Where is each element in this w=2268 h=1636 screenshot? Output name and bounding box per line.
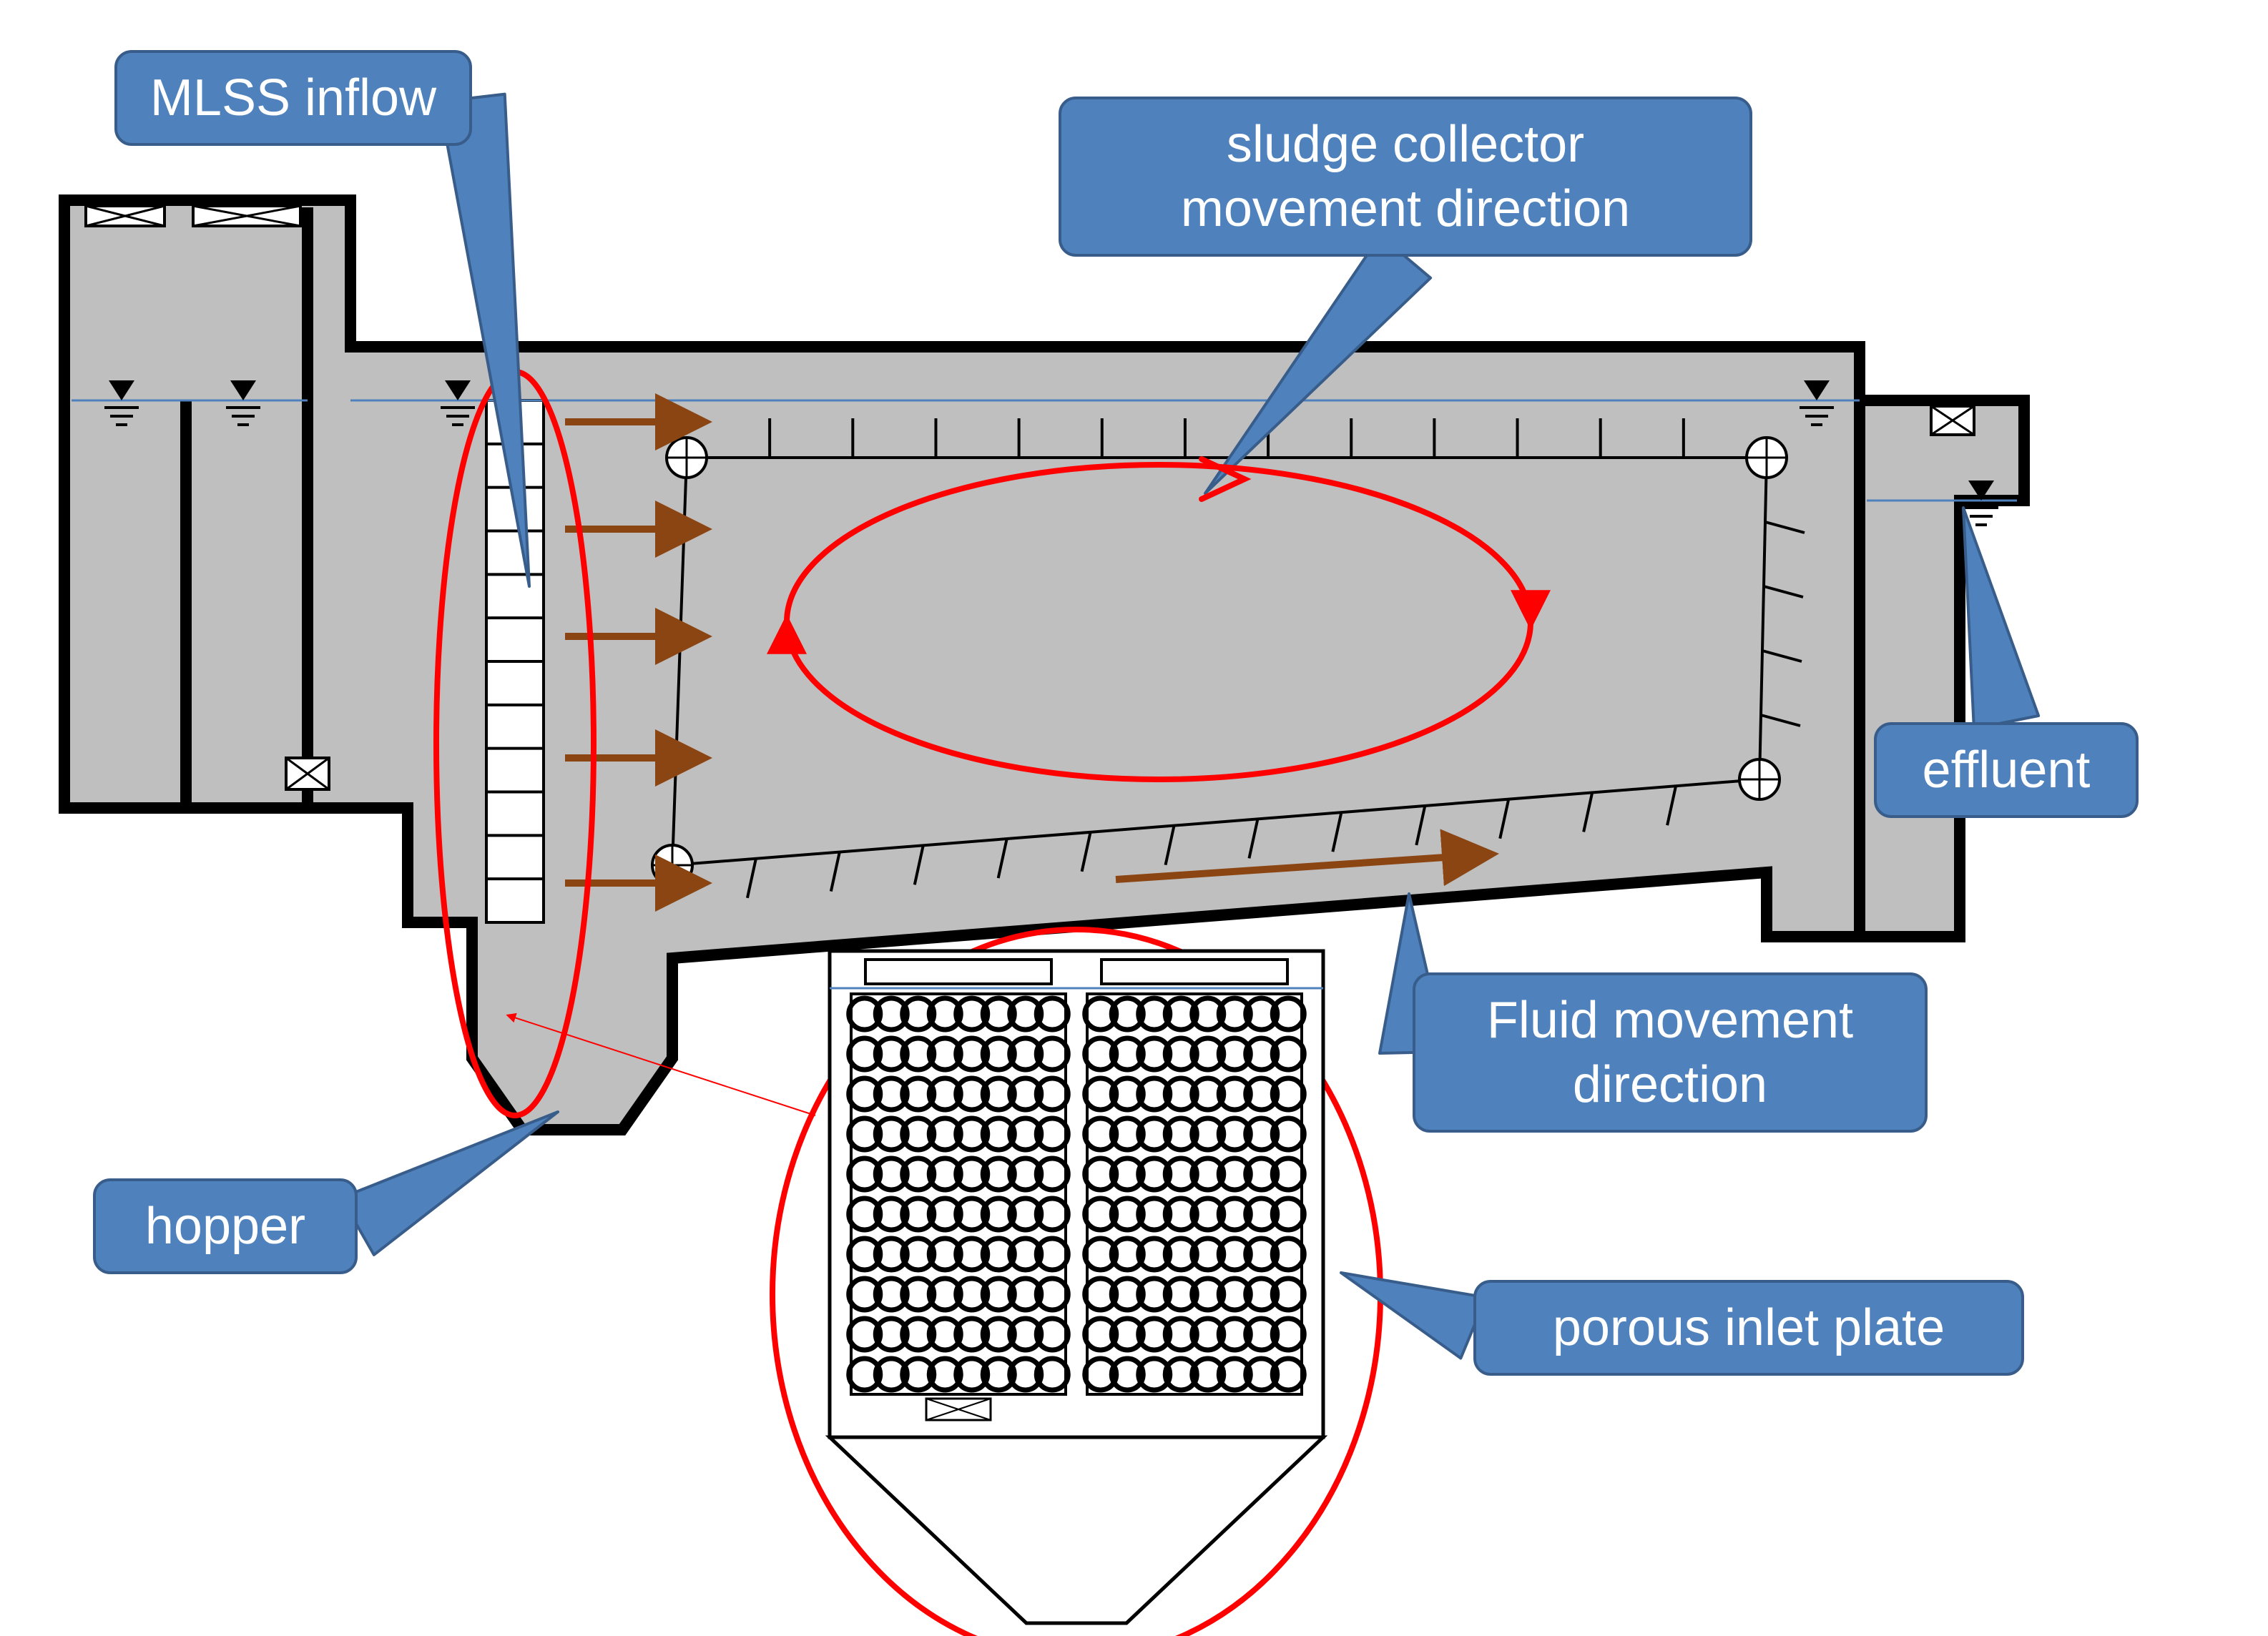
label-porous-inlet-plate: porous inlet plate (1473, 1280, 2024, 1376)
label-text: hopper (145, 1198, 305, 1255)
label-text: MLSS inflow (150, 69, 436, 127)
label-hopper: hopper (93, 1178, 358, 1274)
label-text: effluent (1923, 741, 2091, 799)
label-sludge-collector: sludge collector movement direction (1059, 97, 1752, 257)
porous-plate-detail (830, 951, 1323, 1623)
label-fluid-movement: Fluid movement direction (1413, 972, 1928, 1133)
label-mlss-inflow: MLSS inflow (114, 50, 472, 146)
label-text: Fluid movement direction (1487, 992, 1853, 1113)
effluent-grating (1931, 406, 1974, 435)
label-text: sludge collector movement direction (1181, 116, 1630, 237)
label-text: porous inlet plate (1553, 1299, 1945, 1356)
label-effluent: effluent (1874, 722, 2139, 818)
